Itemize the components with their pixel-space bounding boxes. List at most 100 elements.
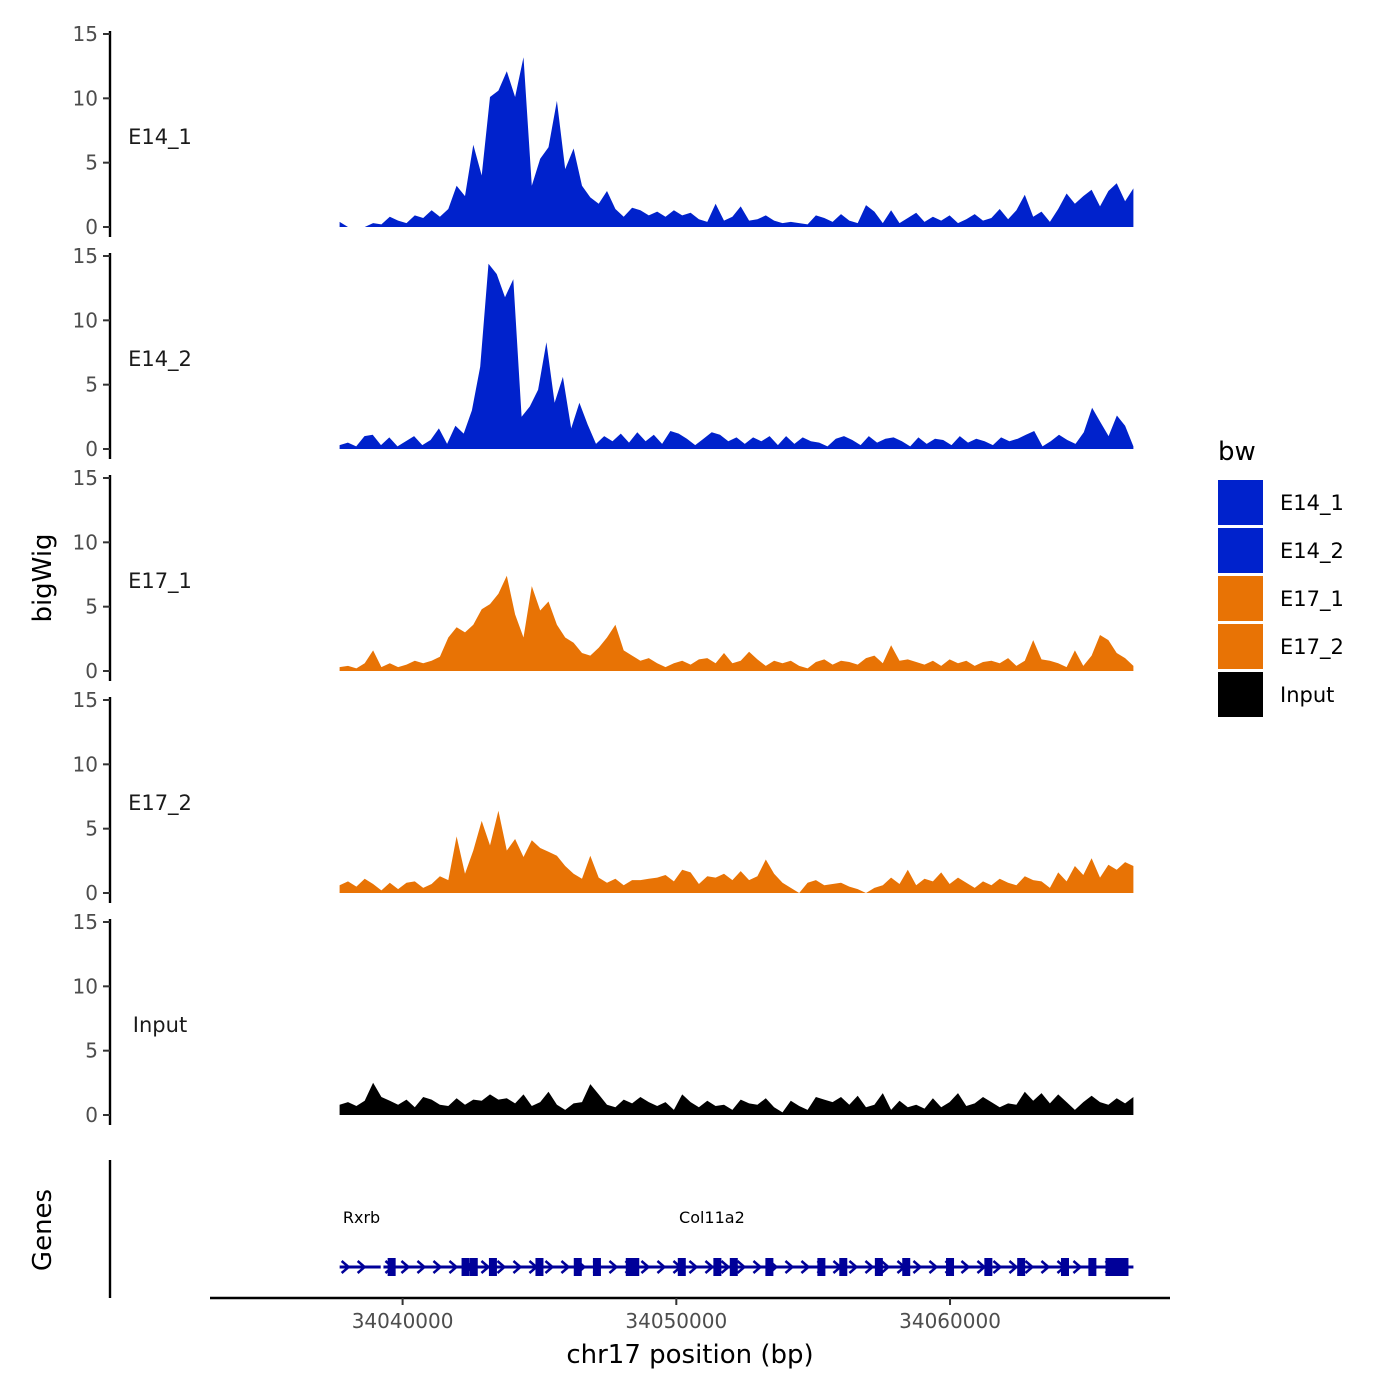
y-tick-label: 0 (85, 659, 98, 683)
legend-item-E17_1: E17_1 (1218, 576, 1344, 621)
track-label-Input: Input (133, 1013, 187, 1037)
legend-swatch (1218, 480, 1263, 525)
gene-Rxrb: Rxrb (339, 1208, 381, 1274)
y-tick-label: 15 (73, 466, 98, 490)
strand-arrow (432, 1260, 443, 1274)
track-label-E14_1: E14_1 (128, 125, 192, 150)
coverage-tracks: 0 5 10 15 E14_1 0 5 10 15 E14_2 0 5 10 15 E17_1 0 5 10 15 E… (73, 22, 1134, 1127)
y-tick-label: 10 (73, 86, 98, 110)
strand-arrow (992, 1260, 1003, 1274)
exon (1105, 1258, 1118, 1276)
strand-arrow (416, 1260, 427, 1274)
exon (729, 1258, 738, 1276)
legend-swatch (1218, 576, 1263, 621)
strand-arrow (704, 1260, 715, 1274)
exon (387, 1258, 396, 1276)
strand-arrow (1040, 1260, 1051, 1274)
strand-arrow (784, 1260, 795, 1274)
strand-arrow (480, 1260, 491, 1274)
coverage-area-E17_1 (339, 575, 1134, 671)
exon (765, 1258, 774, 1276)
coverage-area-E17_2 (339, 810, 1134, 893)
exon (839, 1258, 848, 1276)
y-tick-label: 0 (85, 881, 98, 905)
y-tick-label: 15 (73, 244, 98, 268)
exon (946, 1258, 955, 1276)
track-Input: 0 5 10 15 Input (73, 910, 1134, 1127)
gene-track: Rxrb Col11a2 (108, 1160, 1134, 1298)
x-tick-label: 34040000 (352, 1309, 454, 1333)
strand-arrow (1072, 1260, 1083, 1274)
exon (592, 1258, 601, 1276)
legend: bw E14_1 E14_2 E17_1 E17_2 Input (1218, 437, 1344, 717)
strand-arrow (448, 1260, 459, 1274)
strand-arrow (544, 1260, 555, 1274)
strand-arrow (656, 1260, 667, 1274)
y-tick-label: 0 (85, 437, 98, 461)
strand-arrow (928, 1260, 939, 1274)
exon (1060, 1258, 1069, 1276)
genes-axis-title: Genes (28, 1189, 58, 1271)
legend-item-Input: Input (1218, 672, 1334, 717)
legend-label: E17_2 (1280, 635, 1344, 660)
exon (488, 1258, 497, 1276)
y-tick-label: 5 (85, 373, 98, 397)
exon (461, 1258, 470, 1276)
strand-arrow (496, 1260, 507, 1274)
strand-arrow (736, 1260, 747, 1274)
strand-arrow (640, 1260, 651, 1274)
strand-arrow (356, 1260, 367, 1274)
exon (817, 1258, 826, 1276)
coverage-area-E14_1 (339, 57, 1134, 228)
y-tick-label: 15 (73, 688, 98, 712)
coverage-area-Input (339, 1082, 1134, 1115)
strand-arrow (1024, 1260, 1035, 1274)
y-tick-label: 0 (85, 1103, 98, 1127)
y-tick-label: 5 (85, 817, 98, 841)
exon (1116, 1258, 1129, 1276)
exon (469, 1258, 478, 1276)
strand-arrow (960, 1260, 971, 1274)
strand-arrow (752, 1260, 763, 1274)
x-tick-label: 34050000 (625, 1309, 727, 1333)
exon (631, 1258, 640, 1276)
y-tick-label: 5 (85, 595, 98, 619)
exon (535, 1258, 544, 1276)
legend-label: E17_1 (1280, 587, 1344, 612)
x-axis-title: chr17 position (bp) (566, 1340, 813, 1370)
strand-arrow (560, 1260, 571, 1274)
legend-swatch (1218, 528, 1263, 573)
exon (625, 1258, 634, 1276)
legend-item-E14_1: E14_1 (1218, 480, 1344, 525)
track-label-E14_2: E14_2 (128, 347, 192, 372)
track-label-E17_2: E17_2 (128, 791, 192, 816)
strand-arrow (1008, 1260, 1019, 1274)
strand-arrow (400, 1260, 411, 1274)
track-label-E17_1: E17_1 (128, 569, 192, 594)
gene-label-Col11a2: Col11a2 (679, 1208, 745, 1227)
strand-arrow (340, 1260, 351, 1274)
strand-arrow (608, 1260, 619, 1274)
y-tick-label: 0 (85, 215, 98, 239)
y-tick-label: 5 (85, 151, 98, 175)
legend-swatch (1218, 672, 1263, 717)
gene-label-Rxrb: Rxrb (343, 1208, 380, 1227)
strand-arrow (800, 1260, 811, 1274)
track-E14_2: 0 5 10 15 E14_2 (73, 244, 1134, 461)
x-tick-label: 34060000 (899, 1309, 1001, 1333)
exon (713, 1258, 722, 1276)
gene-Col11a2: Col11a2 (383, 1208, 1134, 1276)
legend-item-E14_2: E14_2 (1218, 528, 1344, 573)
x-axis: 34040000 34050000 34060000 (210, 1296, 1170, 1333)
exon (1017, 1258, 1026, 1276)
track-E17_2: 0 5 10 15 E17_2 (73, 688, 1134, 905)
y-tick-label: 10 (73, 974, 98, 998)
legend-label: E14_1 (1280, 491, 1344, 516)
track-E14_1: 0 5 10 15 E14_1 (73, 22, 1134, 239)
exon (902, 1258, 911, 1276)
y-tick-label: 10 (73, 752, 98, 776)
exon (874, 1258, 883, 1276)
track-E17_1: 0 5 10 15 E17_1 (73, 466, 1134, 683)
legend-title: bw (1218, 437, 1256, 467)
